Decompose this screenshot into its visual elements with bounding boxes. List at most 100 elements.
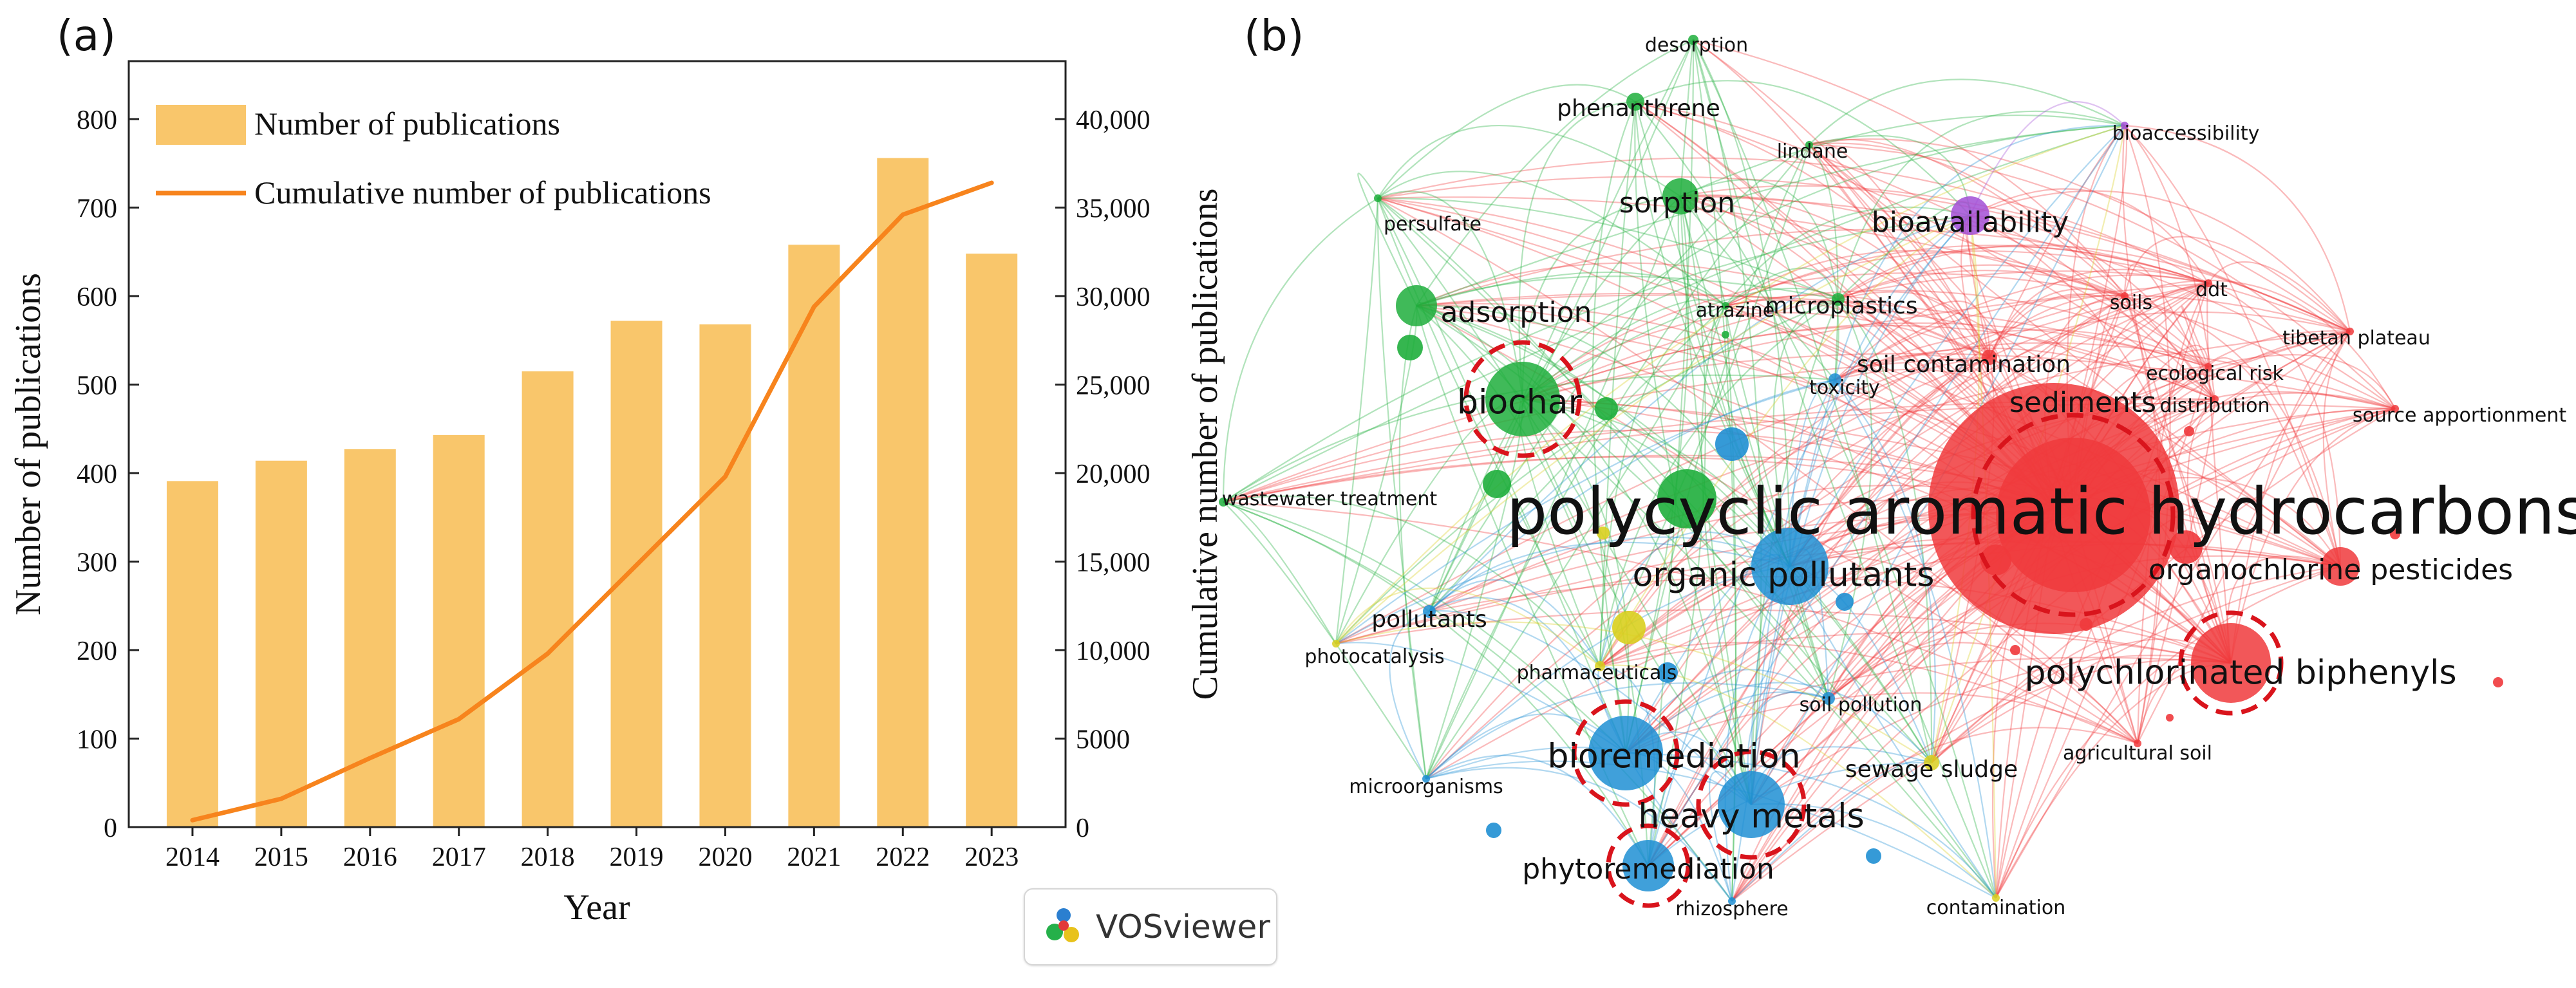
network-edge	[1931, 565, 2341, 763]
vosviewer-badge: VOSviewer	[1024, 888, 1277, 965]
network-node	[1718, 771, 1785, 838]
network-edge	[1648, 283, 2209, 866]
network-edge	[1429, 541, 1791, 612]
network-edge	[1416, 304, 1753, 805]
network-node	[1374, 194, 1382, 202]
node-label: sorption	[1619, 187, 1735, 219]
network-edge	[1416, 292, 2215, 400]
node-label: polycyclic aromatic hydrocarbons	[1507, 474, 2576, 549]
network-edge	[1599, 356, 1990, 667]
network-node	[2205, 279, 2212, 287]
network-node	[1626, 93, 1644, 111]
network-edge	[1335, 378, 1836, 644]
network-nodes	[1219, 35, 2503, 905]
network-edge	[1809, 142, 1990, 358]
network-edge	[1416, 305, 2138, 744]
network-edge	[1522, 270, 2209, 400]
network-edge	[2208, 261, 2351, 332]
node-label: microplastics	[1765, 293, 1917, 319]
node-label: pollutants	[1371, 606, 1487, 633]
network-edge	[1789, 294, 2125, 567]
network-edge	[1731, 760, 1932, 902]
network-edge	[1429, 144, 1810, 612]
network-edge	[1599, 144, 1810, 667]
network-edge	[1725, 267, 1839, 380]
network-node	[1422, 775, 1430, 783]
right-tick-label: 40,000	[1076, 106, 1151, 135]
network-node	[1822, 692, 1835, 705]
network-edge	[1377, 198, 1752, 805]
node-label: wastewater treatment	[1222, 488, 1438, 510]
network-edge	[2124, 125, 2216, 400]
network-edge	[1750, 356, 1990, 805]
network-edge	[1625, 682, 1932, 763]
network-edge	[1789, 356, 1990, 567]
network-labels: polycyclic aromatic hydrocarbons sediment…	[1222, 34, 2576, 920]
network-edge	[1377, 125, 1681, 199]
network-edge	[1522, 299, 1726, 400]
network-node-unlabeled	[1483, 470, 1511, 498]
network-edge	[1599, 665, 1656, 866]
network-edge	[1425, 682, 1829, 779]
network-edge	[1834, 300, 1991, 380]
network-edge	[1377, 171, 1726, 306]
network-node	[1829, 373, 1841, 386]
network-edge	[1377, 176, 2351, 332]
network-edge	[1416, 228, 2209, 307]
right-tick-label: 5000	[1076, 725, 1130, 755]
network-edge	[1838, 291, 1991, 358]
network-edge	[1692, 39, 1997, 899]
network-edge	[1789, 378, 1836, 567]
network-node	[1805, 141, 1813, 149]
network-edge	[1599, 295, 2125, 667]
network-edge	[1416, 305, 1627, 754]
network-edge	[1377, 198, 2138, 744]
network-edge	[1335, 541, 2341, 645]
network-edge	[1522, 398, 1997, 899]
network-edge	[1599, 304, 1726, 667]
network-edge	[2322, 331, 2351, 567]
network-edge	[1809, 144, 2341, 567]
network-edge	[1970, 101, 2125, 216]
keyword-network: polycyclic aromatic hydrocarbons sediment…	[1219, 34, 2576, 920]
network-edge	[1377, 197, 1839, 301]
network-node	[2134, 740, 2141, 747]
bar-2020	[699, 324, 751, 827]
network-node	[2211, 395, 2219, 403]
network-edge	[1725, 206, 1971, 306]
network-edge	[1335, 298, 1839, 644]
network-edge	[1647, 215, 1971, 866]
network-node-unlabeled	[1722, 331, 1729, 339]
network-edge	[1750, 299, 1839, 805]
network-node	[2321, 547, 2360, 586]
network-node	[2391, 405, 2399, 413]
vosviewer-logo-icon	[1046, 908, 1079, 942]
network-edge	[1522, 312, 1990, 400]
network-edge	[1838, 246, 2209, 300]
network-edge	[1377, 198, 1829, 699]
network-edge	[1377, 198, 1627, 754]
network-node	[1332, 640, 1340, 648]
network-edge	[1647, 691, 1829, 866]
network-edge	[2124, 124, 2351, 332]
highlight-ring	[1572, 699, 1680, 807]
network-edge	[1809, 79, 2125, 145]
network-edge	[1625, 657, 2232, 754]
right-tick-label: 25,000	[1076, 371, 1151, 401]
network-edge	[2181, 306, 2216, 400]
node-label: ecological risk	[2146, 362, 2284, 385]
network-edge	[1789, 555, 2138, 744]
network-node-unlabeled	[1715, 427, 1749, 461]
node-label: phytoremediation	[1522, 853, 1774, 886]
network-node-unlabeled	[2390, 529, 2400, 539]
bar-2018	[522, 371, 574, 827]
right-tick-label: 20,000	[1076, 460, 1151, 489]
network-edge	[2123, 236, 2351, 332]
network-node	[1219, 498, 1228, 507]
network-edge	[1634, 101, 1753, 805]
network-edge	[1647, 39, 1695, 866]
network-edge	[1693, 39, 2125, 297]
network-edge	[1680, 195, 2341, 567]
network-edge	[1624, 144, 1810, 754]
network-edge	[1416, 304, 1830, 699]
